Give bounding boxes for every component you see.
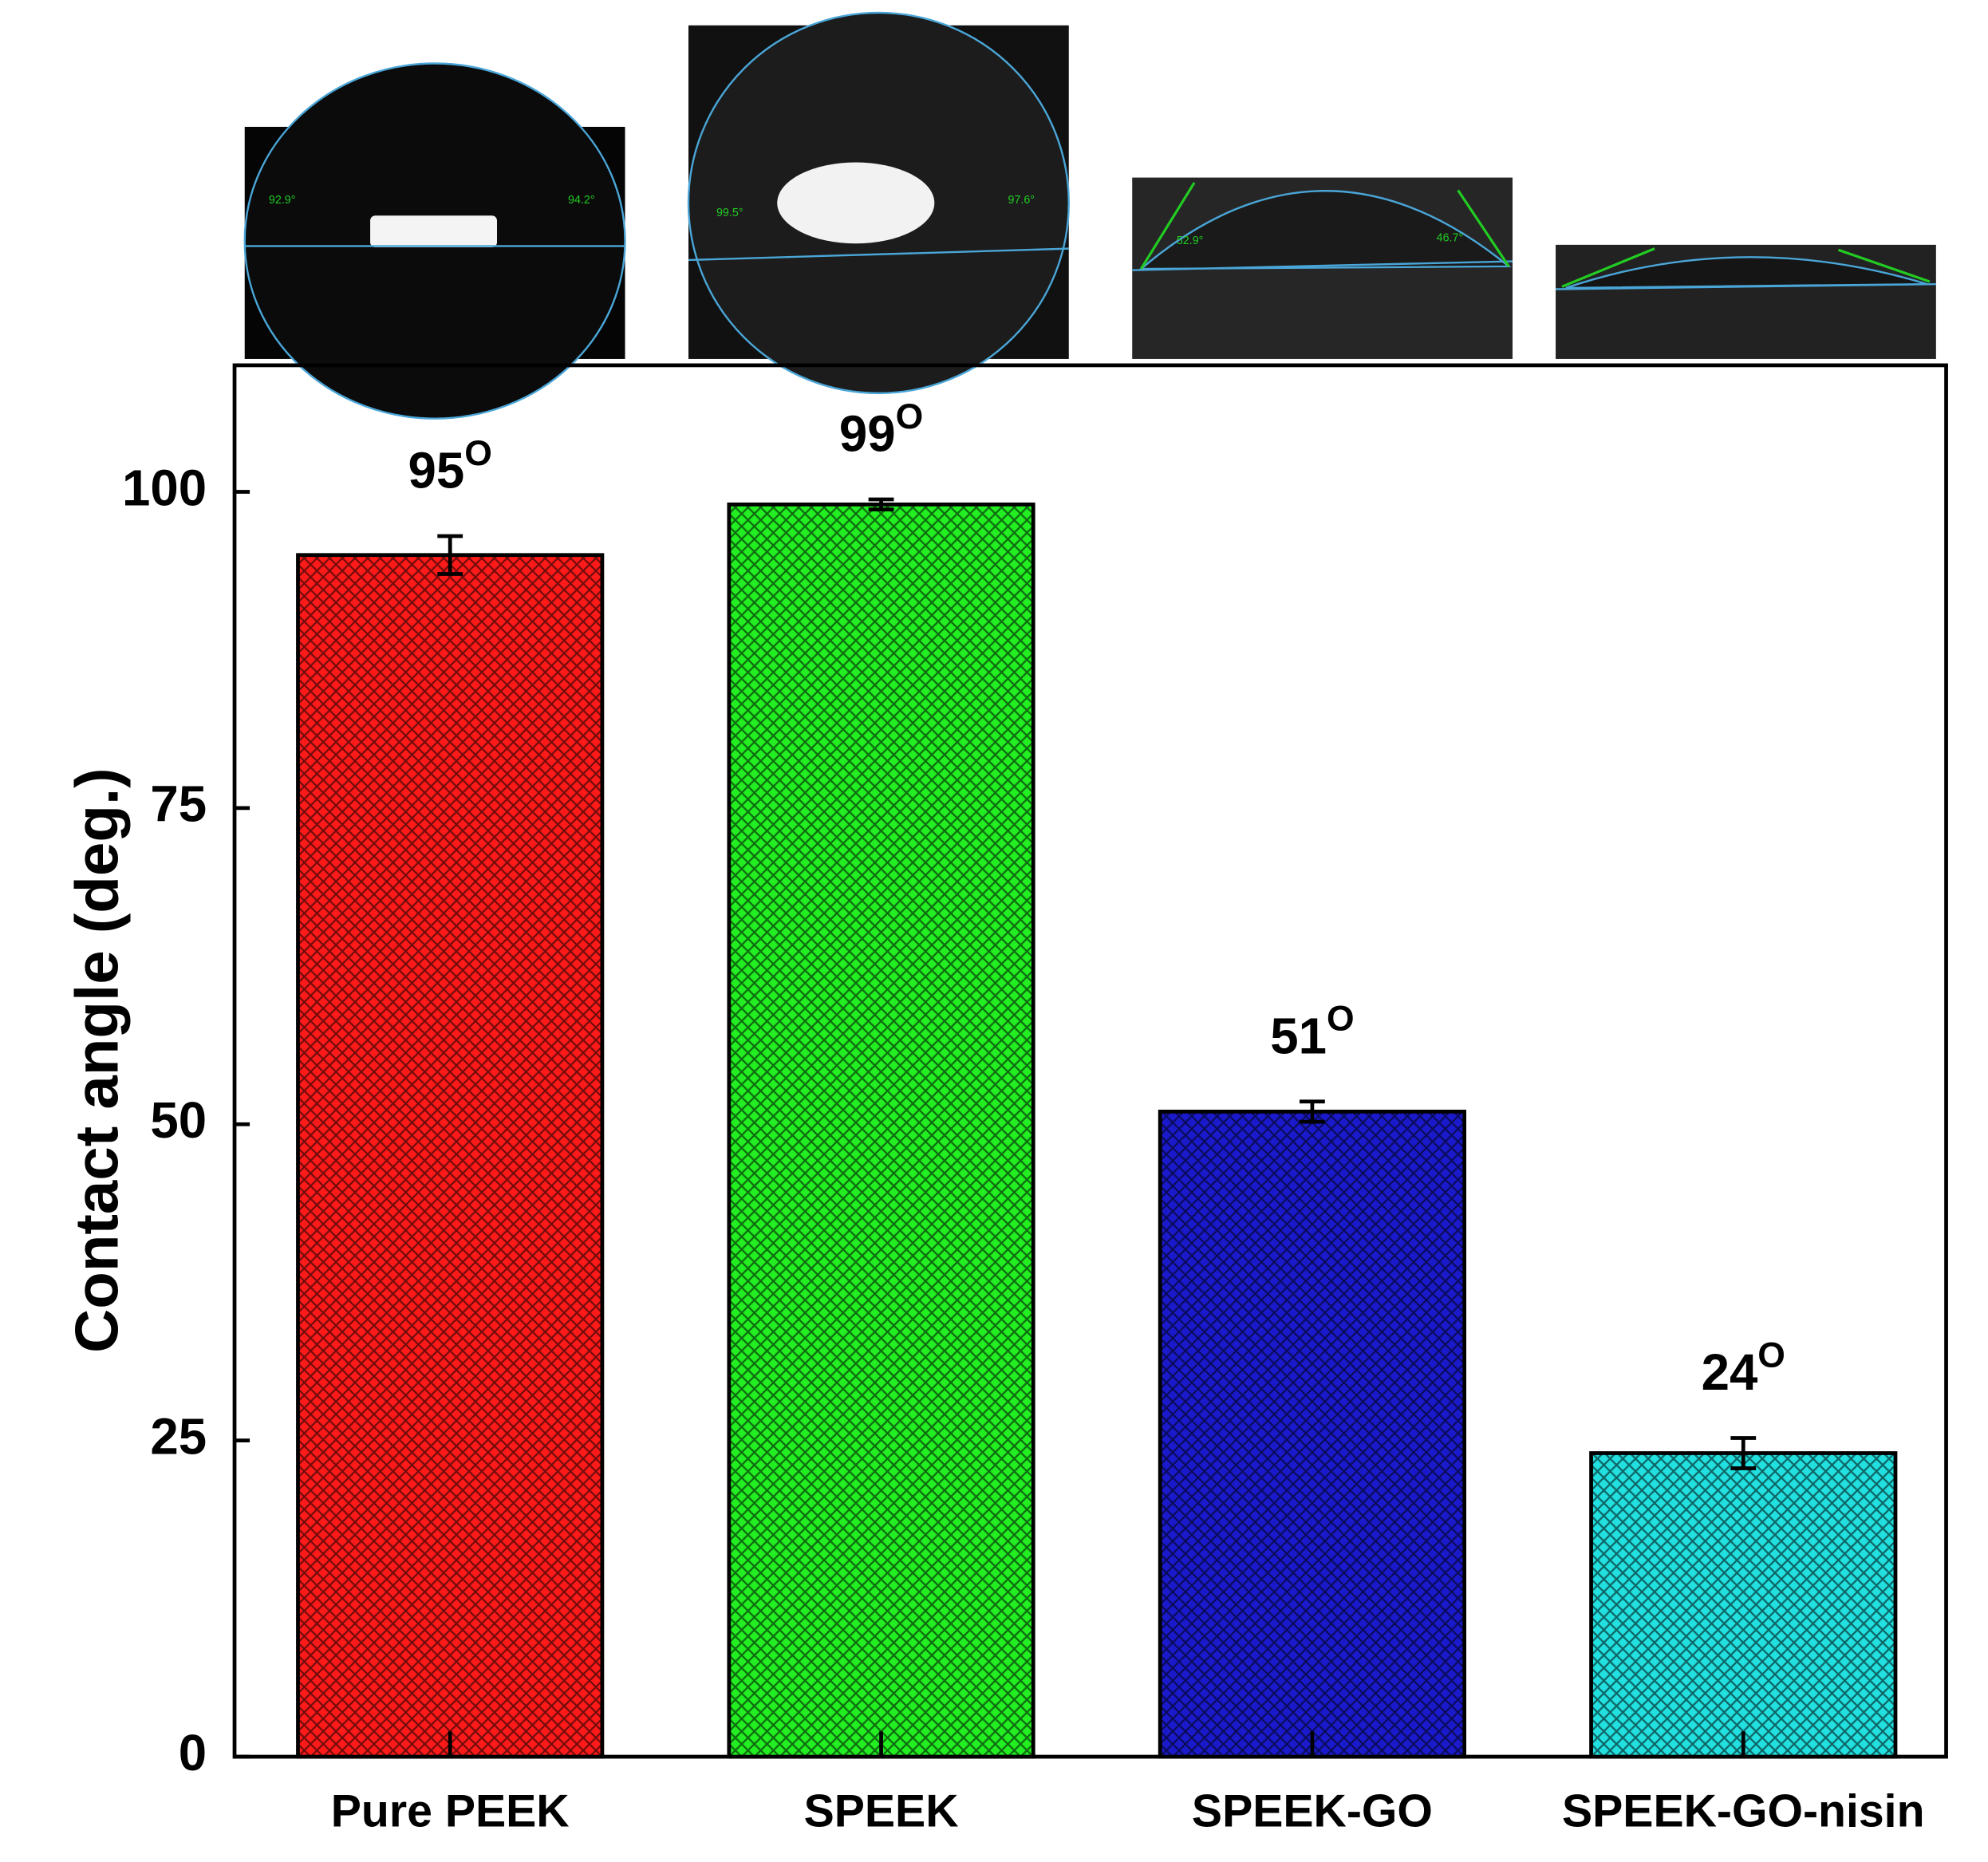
value-label: 24O	[1702, 1335, 1785, 1401]
plot-frame	[232, 363, 1948, 1759]
value-label-number: 95	[408, 443, 465, 499]
angle-annotation: 97.6°	[1008, 194, 1035, 207]
droplet	[1565, 256, 1928, 290]
baseline	[688, 247, 1069, 262]
y-tick-label: 75	[150, 776, 207, 833]
value-label: 51O	[1270, 1000, 1354, 1065]
angle-annotation: 94.2°	[568, 194, 595, 207]
x-tick-label: SPEEK	[804, 1785, 959, 1836]
x-tick-label: SPEEK-GO-nisin	[1562, 1785, 1925, 1836]
tangent	[1837, 248, 1931, 283]
error-bar	[868, 497, 894, 512]
baseline	[1556, 282, 1936, 290]
y-tick-label: 100	[122, 460, 207, 516]
bar	[1158, 1110, 1467, 1759]
bar	[727, 502, 1035, 1759]
x-tick-label: SPEEK-GO	[1192, 1785, 1433, 1836]
value-label-superscript: O	[464, 434, 492, 473]
tangent	[1561, 247, 1655, 288]
error-bar	[1300, 1099, 1325, 1124]
reflection	[777, 162, 935, 244]
baseline	[1132, 260, 1513, 271]
value-label-number: 24	[1702, 1344, 1758, 1401]
y-tick-label: 25	[150, 1408, 207, 1465]
y-tick-label: 0	[179, 1725, 207, 1781]
value-label: 95O	[408, 434, 492, 499]
bar	[1589, 1451, 1898, 1759]
droplet	[1138, 190, 1512, 270]
droplet-images	[243, 11, 1936, 420]
bar	[296, 553, 605, 1759]
reflection	[370, 215, 497, 248]
value-label-superscript: O	[896, 397, 924, 436]
value-label-superscript: O	[1327, 1000, 1355, 1039]
x-tick-label: Pure PEEK	[331, 1785, 570, 1836]
value-label-number: 99	[839, 406, 896, 463]
angle-annotation: 46.7°	[1437, 232, 1464, 245]
value-label: 99O	[839, 397, 923, 463]
error-bar	[1730, 1436, 1757, 1470]
angle-annotation: 99.5°	[716, 207, 744, 219]
y-axis-label: Contact angle (deg.)	[63, 767, 131, 1352]
angle-annotation: 52.9°	[1177, 235, 1204, 247]
value-label-superscript: O	[1757, 1335, 1785, 1375]
tangent	[1140, 182, 1196, 270]
value-label-number: 51	[1270, 1008, 1327, 1064]
error-bar	[437, 534, 463, 576]
y-tick-label: 50	[150, 1092, 207, 1149]
angle-annotation: 92.9°	[269, 194, 296, 207]
tangent	[1457, 189, 1510, 267]
